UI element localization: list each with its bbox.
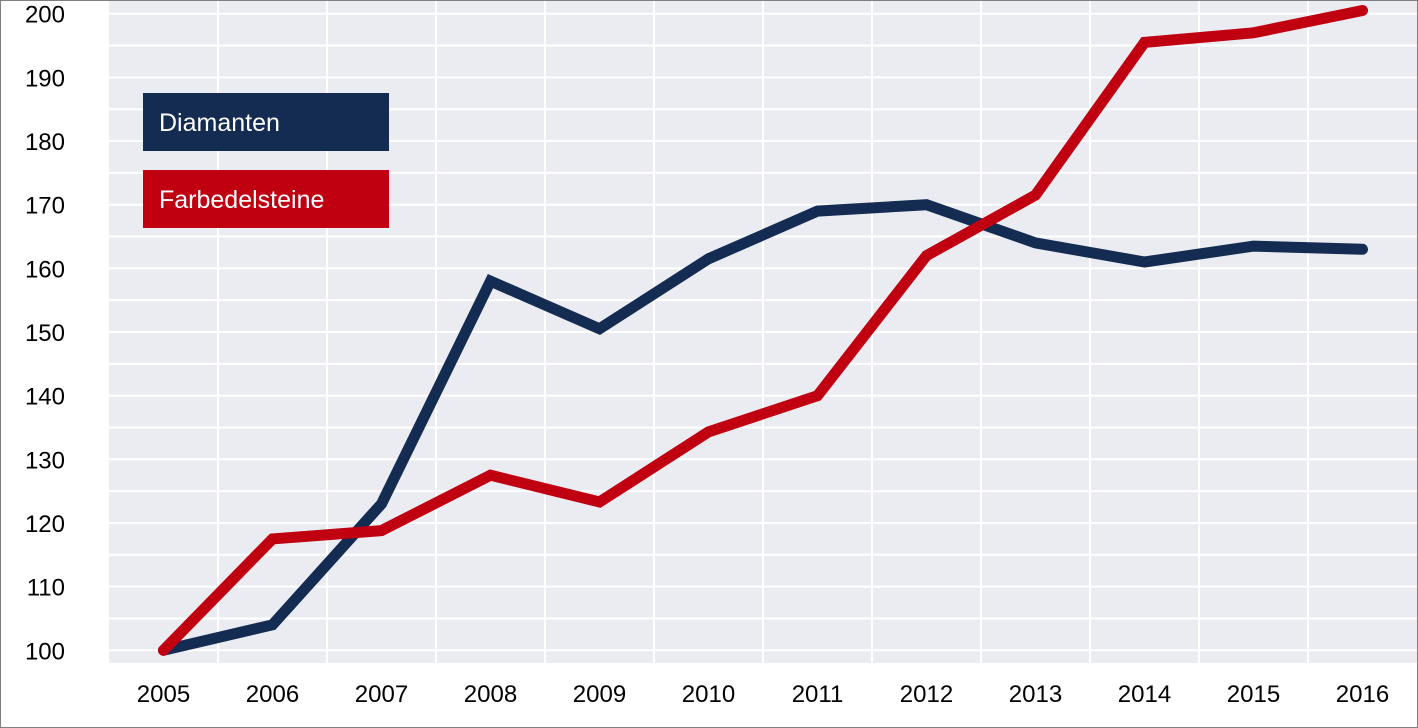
data-point bbox=[708, 431, 710, 433]
legend-swatch bbox=[143, 170, 389, 228]
legend-label: Diamanten bbox=[159, 109, 280, 137]
data-point bbox=[163, 649, 165, 651]
data-point bbox=[926, 255, 928, 257]
data-point bbox=[272, 624, 274, 626]
series-line-1 bbox=[158, 5, 1368, 656]
series-line-0 bbox=[158, 199, 1368, 656]
grid-lines bbox=[109, 1, 1417, 663]
y-tick-label: 190 bbox=[25, 65, 65, 92]
data-point bbox=[817, 210, 819, 212]
y-tick-label: 100 bbox=[25, 638, 65, 665]
data-point bbox=[490, 474, 492, 476]
x-tick-label: 2011 bbox=[792, 681, 844, 708]
legend-label: Farbedelsteine bbox=[159, 186, 324, 214]
y-tick-label: 110 bbox=[27, 575, 65, 602]
y-tick-label: 130 bbox=[25, 447, 65, 474]
x-tick-label: 2010 bbox=[682, 681, 735, 708]
data-point bbox=[817, 395, 819, 397]
y-tick-label: 120 bbox=[25, 511, 65, 538]
data-point bbox=[926, 204, 928, 206]
y-tick-label: 200 bbox=[25, 2, 65, 29]
y-tick-label: 160 bbox=[25, 256, 65, 283]
data-point bbox=[1144, 41, 1146, 43]
x-tick-label: 2005 bbox=[137, 681, 190, 708]
data-point bbox=[599, 501, 601, 503]
data-point bbox=[381, 530, 383, 532]
data-point bbox=[1253, 245, 1255, 247]
data-point bbox=[1035, 242, 1037, 244]
data-point bbox=[490, 280, 492, 282]
x-tick-label: 2009 bbox=[573, 681, 626, 708]
series-lines bbox=[158, 5, 1368, 656]
x-tick-label: 2006 bbox=[246, 681, 299, 708]
data-point bbox=[1253, 32, 1255, 34]
y-tick-label: 180 bbox=[25, 129, 65, 156]
y-tick-label: 170 bbox=[25, 193, 65, 220]
data-point bbox=[272, 538, 274, 540]
x-tick-label: 2008 bbox=[464, 681, 517, 708]
data-point bbox=[381, 503, 383, 505]
x-tick-label: 2013 bbox=[1009, 681, 1062, 708]
y-tick-label: 140 bbox=[25, 384, 65, 411]
x-tick-label: 2015 bbox=[1227, 681, 1280, 708]
y-axis-ticks: 100 110 120 130 140 150 160 170 180 190 200 bbox=[25, 2, 65, 666]
data-point bbox=[1362, 10, 1364, 12]
y-tick-label: 150 bbox=[25, 320, 65, 347]
data-point bbox=[708, 258, 710, 260]
data-point bbox=[1362, 248, 1364, 250]
x-axis-ticks: 2005 2006 2007 2008 2009 2010 2011 2012 2013 2014… bbox=[137, 681, 1389, 708]
legend: Diamanten Farbedelsteine bbox=[143, 93, 389, 228]
data-point bbox=[1144, 261, 1146, 263]
data-point bbox=[599, 328, 601, 330]
x-tick-label: 2016 bbox=[1336, 681, 1389, 708]
legend-swatch bbox=[143, 93, 389, 151]
x-tick-label: 2012 bbox=[900, 681, 953, 708]
data-point bbox=[1035, 194, 1037, 196]
x-tick-label: 2007 bbox=[355, 681, 408, 708]
x-tick-label: 2014 bbox=[1118, 681, 1171, 708]
